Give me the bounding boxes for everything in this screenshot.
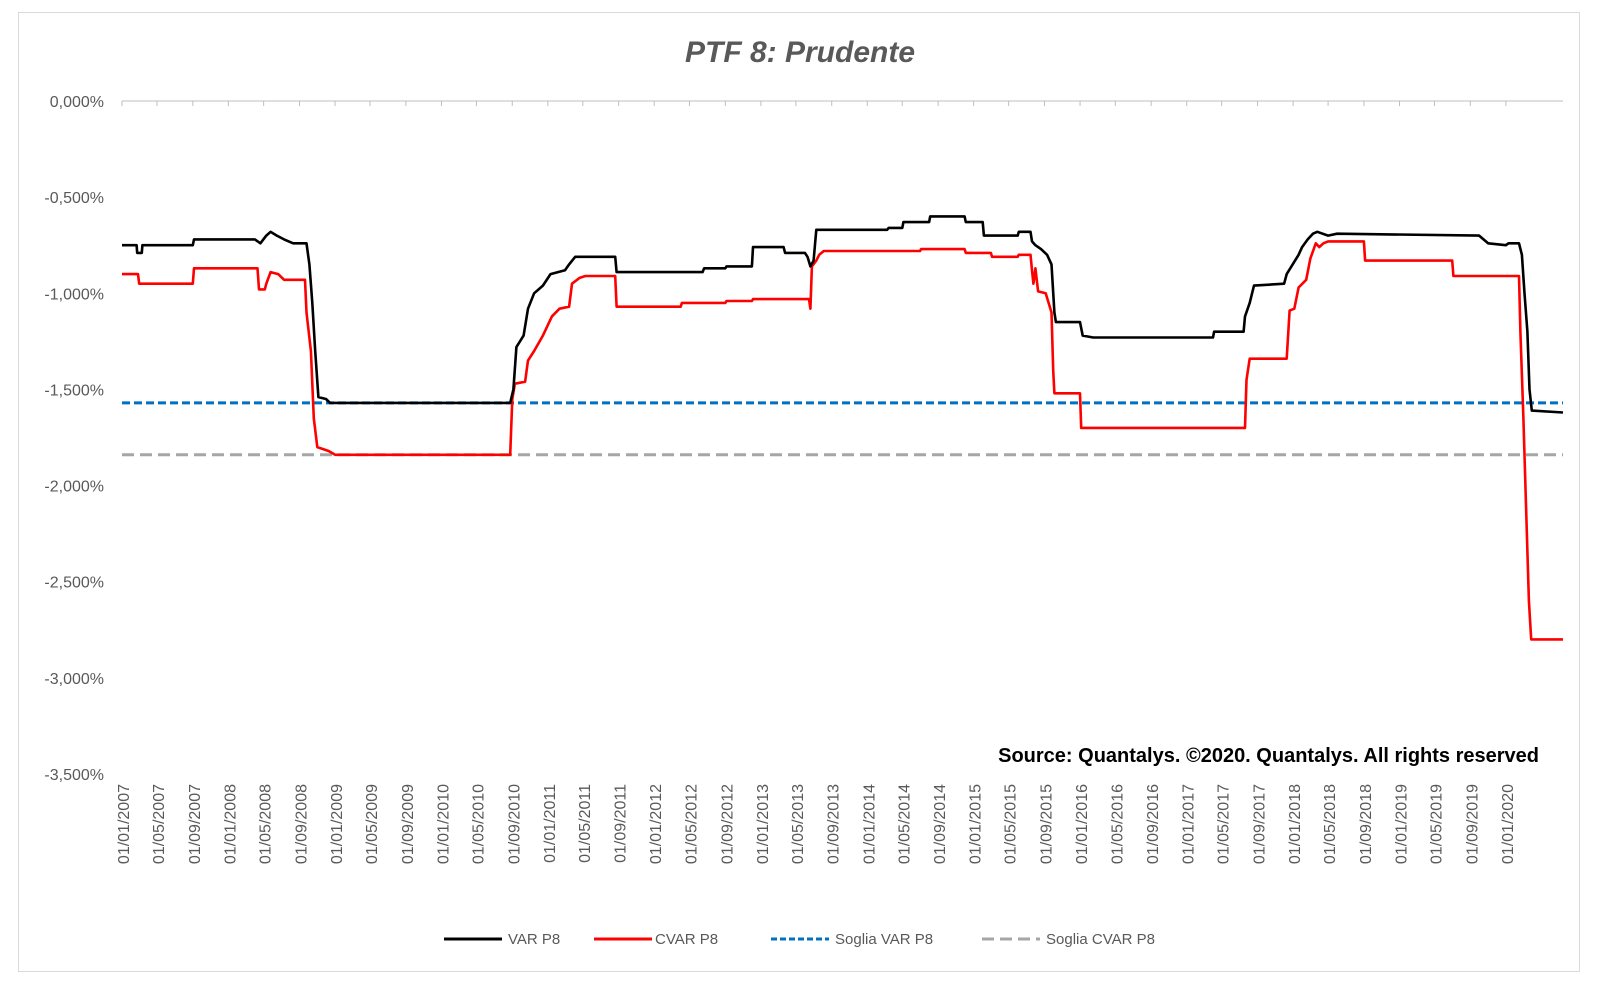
series-layer <box>122 215 1564 641</box>
y-tick-label: -3,500% <box>44 767 104 784</box>
x-tick-label: 01/01/2008 <box>222 784 239 864</box>
legend-label: CVAR P8 <box>655 931 718 948</box>
x-tick-label: 01/05/2009 <box>364 784 381 864</box>
x-tick-label: 01/09/2012 <box>719 784 736 864</box>
x-tick-label: 01/05/2013 <box>790 784 807 864</box>
x-tick-label: 01/09/2007 <box>187 784 204 864</box>
x-tick-label: 01/09/2017 <box>1252 784 1269 864</box>
series-line-var-p8 <box>122 215 1564 414</box>
x-tick-label: 01/01/2013 <box>755 784 772 864</box>
x-tick-label: 01/09/2009 <box>400 784 417 864</box>
chart-title: PTF 8: Prudente <box>685 36 915 69</box>
x-tick-label: 01/01/2012 <box>648 784 665 864</box>
x-tick-label: 01/09/2011 <box>613 784 630 863</box>
x-tick-label: 01/01/2020 <box>1500 784 1517 864</box>
x-tick-label: 01/09/2015 <box>1038 784 1055 864</box>
x-tick-label: 01/05/2012 <box>683 784 700 864</box>
series-line-cvar-p8 <box>122 240 1563 641</box>
source-note: Source: Quantalys. ©2020. Quantalys. All… <box>998 745 1539 767</box>
legend-label: VAR P8 <box>508 931 560 948</box>
y-tick-label: 0,000% <box>50 94 104 111</box>
x-tick-label: 01/05/2007 <box>151 784 168 864</box>
x-tick-label: 01/05/2018 <box>1322 784 1339 864</box>
y-tick-label: -1,000% <box>44 286 104 303</box>
x-tick-label: 01/05/2008 <box>258 784 275 864</box>
x-tick-label: 01/09/2013 <box>826 784 843 864</box>
x-tick-label: 01/05/2014 <box>896 784 913 864</box>
x-tick-label: 01/09/2010 <box>506 784 523 864</box>
x-tick-label: 01/05/2011 <box>577 784 594 863</box>
x-tick-label: 01/01/2014 <box>861 784 878 864</box>
x-tick-label: 01/09/2014 <box>932 784 949 864</box>
x-tick-label: 01/01/2010 <box>435 784 452 864</box>
x-tick-label: 01/01/2016 <box>1074 784 1091 864</box>
y-tick-label: -0,500% <box>44 190 104 207</box>
x-tick-label: 01/09/2019 <box>1464 784 1481 864</box>
legend-label: Soglia VAR P8 <box>835 931 933 948</box>
x-tick-label: 01/01/2009 <box>329 784 346 864</box>
x-tick-label: 01/01/2018 <box>1287 784 1304 864</box>
x-tick-label: 01/01/2017 <box>1181 784 1198 864</box>
x-tick-label: 01/05/2019 <box>1428 784 1445 864</box>
y-tick-label: -2,500% <box>44 575 104 592</box>
x-tick-label: 01/01/2011 <box>542 784 559 863</box>
x-tick-label: 01/01/2007 <box>116 784 133 864</box>
y-tick-label: -2,000% <box>44 479 104 496</box>
chart-frame <box>18 12 1580 972</box>
y-tick-label: -1,500% <box>44 382 104 399</box>
legend-label: Soglia CVAR P8 <box>1046 931 1155 948</box>
x-tick-label: 01/01/2019 <box>1393 784 1410 864</box>
x-tick-label: 01/09/2018 <box>1358 784 1375 864</box>
y-axis: 0,000% -0,500% -1,000% -1,500% -2,000% -2,500… <box>44 94 104 784</box>
x-tick-label: 01/09/2008 <box>294 784 311 864</box>
x-tick-label: 01/01/2015 <box>968 784 985 864</box>
y-tick-label: -3,000% <box>44 671 104 688</box>
x-tick-label: 01/05/2017 <box>1216 784 1233 864</box>
x-tick-label: 01/05/2016 <box>1109 784 1126 864</box>
x-axis: 01/01/2007 01/05/2007 01/09/2007 01/01/2008… <box>116 100 1563 864</box>
legend: VAR P8 CVAR P8 Soglia VAR P8 Soglia CVAR P8 <box>444 931 1155 948</box>
x-tick-label: 01/05/2015 <box>1003 784 1020 864</box>
x-tick-label: 01/09/2016 <box>1145 784 1162 864</box>
x-tick-label: 01/05/2010 <box>470 784 487 864</box>
